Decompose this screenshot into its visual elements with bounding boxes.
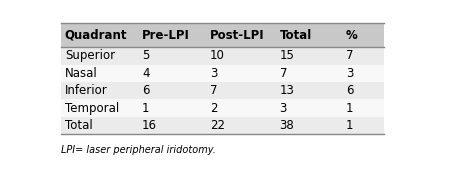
Bar xyxy=(206,82,276,99)
Bar xyxy=(206,47,276,65)
Bar xyxy=(342,65,384,82)
Bar xyxy=(61,23,138,47)
Text: 10: 10 xyxy=(210,49,225,62)
Text: 1: 1 xyxy=(142,102,149,115)
Text: Nasal: Nasal xyxy=(65,67,98,80)
Bar xyxy=(61,99,138,117)
Bar xyxy=(138,47,206,65)
Bar xyxy=(138,99,206,117)
Text: 3: 3 xyxy=(346,67,353,80)
Bar xyxy=(276,65,342,82)
Text: 6: 6 xyxy=(142,84,149,97)
Bar xyxy=(342,82,384,99)
Bar xyxy=(138,23,206,47)
Text: 15: 15 xyxy=(280,49,294,62)
Text: Total: Total xyxy=(280,29,312,42)
Bar xyxy=(276,47,342,65)
Text: Quadrant: Quadrant xyxy=(65,29,127,42)
Text: 7: 7 xyxy=(210,84,218,97)
Text: 2: 2 xyxy=(210,102,218,115)
Text: 5: 5 xyxy=(142,49,149,62)
Bar xyxy=(342,117,384,134)
Text: 22: 22 xyxy=(210,119,225,132)
Text: 3: 3 xyxy=(280,102,287,115)
Text: 7: 7 xyxy=(280,67,287,80)
Text: 4: 4 xyxy=(142,67,149,80)
Bar xyxy=(61,47,138,65)
Bar xyxy=(342,47,384,65)
Text: 13: 13 xyxy=(280,84,294,97)
Bar xyxy=(138,117,206,134)
Bar xyxy=(61,82,138,99)
Text: 3: 3 xyxy=(210,67,217,80)
Text: Temporal: Temporal xyxy=(65,102,119,115)
Bar xyxy=(138,65,206,82)
Bar xyxy=(206,65,276,82)
Text: Post-LPI: Post-LPI xyxy=(210,29,264,42)
Bar xyxy=(61,65,138,82)
Bar xyxy=(206,23,276,47)
Text: %: % xyxy=(346,29,357,42)
Bar xyxy=(206,117,276,134)
Text: Inferior: Inferior xyxy=(65,84,108,97)
Text: 1: 1 xyxy=(346,119,353,132)
Text: 6: 6 xyxy=(346,84,353,97)
Bar xyxy=(342,99,384,117)
Bar xyxy=(276,23,342,47)
Text: Total: Total xyxy=(65,119,92,132)
Text: 7: 7 xyxy=(346,49,353,62)
Text: 16: 16 xyxy=(142,119,157,132)
Bar xyxy=(276,82,342,99)
Bar xyxy=(276,117,342,134)
Text: LPI= laser peripheral iridotomy.: LPI= laser peripheral iridotomy. xyxy=(61,145,216,155)
Text: Pre-LPI: Pre-LPI xyxy=(142,29,190,42)
Bar xyxy=(61,117,138,134)
Bar xyxy=(342,23,384,47)
Bar xyxy=(276,99,342,117)
Text: 1: 1 xyxy=(346,102,353,115)
Text: Superior: Superior xyxy=(65,49,115,62)
Bar xyxy=(206,99,276,117)
Bar xyxy=(138,82,206,99)
Text: 38: 38 xyxy=(280,119,294,132)
